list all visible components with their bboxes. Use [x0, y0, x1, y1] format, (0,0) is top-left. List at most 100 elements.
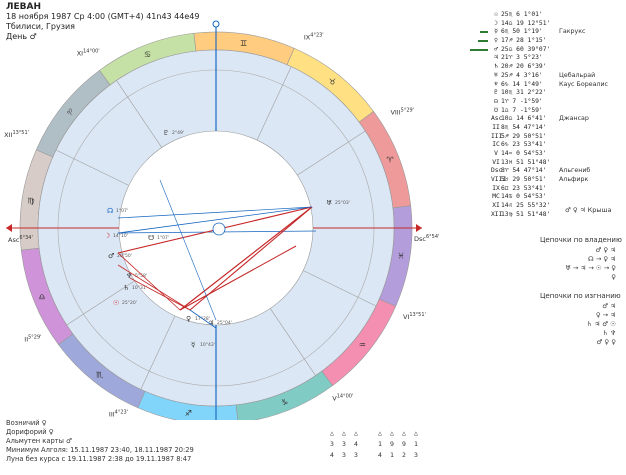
element-balance-grid: △ △ △ △ △ △ △ 3 3 4 1 9 9 1 4 3 3 4 1 2 3 — [326, 427, 422, 460]
footer-line: Луна без курса с 19.11.1987 2:38 до 19.1… — [6, 454, 192, 463]
chain-owner-label: Цепочки по владению — [540, 236, 622, 244]
zodiac-sign-glyph: ♓ — [397, 252, 404, 261]
planet-table-glyph: ♃ — [494, 54, 498, 62]
natal-chart-wheel[interactable]: ♈♉♊♋♌♍♎♏♐♑♒♓Asc6°34'II5°29'III4°23'IC10°… — [0, 20, 460, 420]
chain-exile-line: ♄ ♃ ♂ ☉ — [586, 320, 616, 328]
roof-block: ♂ ♀ ♃ Крыша — [565, 206, 611, 215]
strength-bar — [470, 48, 488, 51]
chain-owner-lines: ♂ ♀ ♃ ☊ → ♀ ♃ ♅ → ♃ → ☉ → ♀ ♀ — [560, 246, 616, 282]
chain-owner-line: ♂ ♀ ♃ — [595, 246, 616, 254]
planet-glyph: ☋ — [148, 234, 154, 242]
planet-table-degree: 17♐ 28 1°15' — [501, 37, 547, 45]
footer-line: Альмутен карты ♂ — [6, 436, 72, 445]
planet-table-glyph: ☋ — [494, 106, 498, 114]
planet-table-degree: 21♈ 3 5°23' — [501, 54, 543, 62]
fixed-star-label: Цебальрай — [559, 71, 596, 79]
house-cusp-line — [140, 315, 176, 390]
planet-table-glyph: ♄ — [494, 63, 498, 71]
planet-glyph: ☽ — [104, 232, 110, 240]
planet-degree-label: 25°04' — [217, 320, 232, 326]
planet-table-degree: 13♍ 51 51°48' — [501, 210, 551, 218]
aspect-line — [117, 206, 313, 219]
planet-degree-label: 5°58' — [135, 273, 147, 279]
chain-exile-line: ♄ ♆ — [602, 329, 616, 337]
footer-line: Возничий ♀ — [6, 419, 47, 427]
planet-table-glyph: XII — [491, 210, 503, 218]
aspect-line — [117, 264, 191, 311]
planet-table-glyph: ♂ — [494, 45, 498, 53]
planet-table-glyph: III — [491, 132, 503, 140]
element-grid-cell: 9 — [402, 439, 406, 448]
house-label: V14°00' — [332, 393, 353, 402]
planet-glyph: ♆ — [126, 272, 132, 280]
planet-table-glyph: XI — [492, 202, 500, 210]
planet-table-glyph: VI — [492, 158, 500, 166]
planet-table-degree: 1♈ 7 -1°59' — [501, 97, 543, 105]
planet-table-glyph: V — [494, 150, 498, 157]
planet-glyph: ♀ — [186, 315, 191, 323]
strength-bar — [480, 31, 488, 34]
house-label: VIII5°29' — [390, 108, 414, 117]
planet-degree-label: 20°50' — [117, 253, 132, 259]
planet-glyph: ♇ — [163, 129, 169, 137]
element-grid-cell: 4 — [354, 439, 358, 448]
element-grid-cell: 4 — [330, 450, 334, 459]
chain-owner-line: ☊ → ♀ ♃ — [587, 255, 616, 263]
aspect-center-marker — [212, 222, 226, 236]
planet-table-glyph: Dsc — [491, 167, 503, 175]
element-grid-cell: 9 — [390, 439, 394, 448]
aspect-line — [179, 206, 313, 311]
element-grid-cell: 2 — [402, 450, 406, 459]
planet-table-glyph: ♅ — [494, 71, 498, 79]
aspect-line — [189, 309, 217, 329]
house-cusp-line — [297, 130, 366, 176]
element-grid-row: △ △ △ △ △ △ △ — [326, 427, 422, 438]
planet-glyph: ♂ — [108, 252, 114, 260]
planet-glyph: ♅ — [326, 199, 332, 207]
house-label: IX4°23' — [304, 32, 324, 41]
planet-degree-label: 14°10' — [113, 233, 128, 239]
fixed-star-label: Джансар — [559, 115, 589, 123]
aspect-line — [159, 179, 217, 321]
zodiac-sign-glyph: ♎ — [38, 293, 45, 302]
element-grid-cell: △ — [354, 428, 358, 437]
house-cusp-line — [116, 80, 163, 148]
zodiac-sign-glyph: ♉ — [329, 78, 336, 87]
planet-table-glyph: IC — [492, 141, 500, 149]
mc-marker — [212, 20, 220, 28]
planet-degree-label: 25°20' — [122, 300, 137, 306]
fixed-star-label: Гакрукс — [559, 28, 586, 36]
aspect-line — [117, 252, 181, 311]
zodiac-sign-glyph: ♏ — [96, 370, 104, 379]
planet-table-degree: 6♏ 50 1°19' — [501, 28, 543, 36]
planet-table-degree: 25♐ 4 3°16' — [501, 71, 543, 79]
chart-header: ЛЕВАН 18 ноября 1987 Ср 4:00 (GMT+4) 41n… — [6, 2, 199, 42]
planet-table-degree: 10♎ 14 6°41' — [501, 115, 547, 123]
planet-table-degree: 8♈ 54 47°14' — [501, 167, 547, 175]
element-grid-cell: 3 — [342, 439, 346, 448]
planet-table-degree: 25♎ 60 39°07' — [501, 45, 551, 53]
chain-owner-line: ♅ → ♃ → ☉ → ♀ — [565, 264, 616, 272]
roof-glyphs: ♂ ♀ ♃ — [565, 206, 586, 214]
zodiac-sign-glyph: ♑ — [281, 398, 288, 407]
house-label: XI14°00' — [77, 49, 100, 58]
planet-degree-label: 1°07' — [157, 235, 169, 241]
chain-exile-label: Цепочки по изгнанию — [540, 292, 621, 300]
house-cusp-line — [55, 149, 129, 186]
roof-label: Крыша — [587, 206, 612, 214]
house-label: VI13°51' — [403, 312, 426, 321]
planet-table-degree: 20♐ 20 6°39' — [501, 63, 547, 71]
house-cusp-line — [256, 66, 292, 141]
planet-degree-label: 25°03' — [335, 200, 350, 206]
planet-table-glyph: ♀ — [494, 37, 498, 45]
house-cusp-line — [269, 308, 316, 376]
planet-table-glyph: VIII — [491, 176, 507, 184]
element-grid-cell: 4 — [378, 450, 382, 459]
zodiac-sign-glyph: ♐ — [185, 409, 192, 418]
zodiac-sign-glyph: ♈ — [386, 155, 393, 164]
planet-table-degree: 5♉ 29 50°51' — [501, 176, 547, 184]
planet-table-glyph: MC — [492, 193, 500, 201]
planet-table-glyph: ☽ — [494, 19, 498, 27]
planet-table-degree: 6♊ 23 53°41' — [501, 184, 547, 192]
planet-table-degree: 14♎ 19 12°51' — [501, 19, 551, 27]
